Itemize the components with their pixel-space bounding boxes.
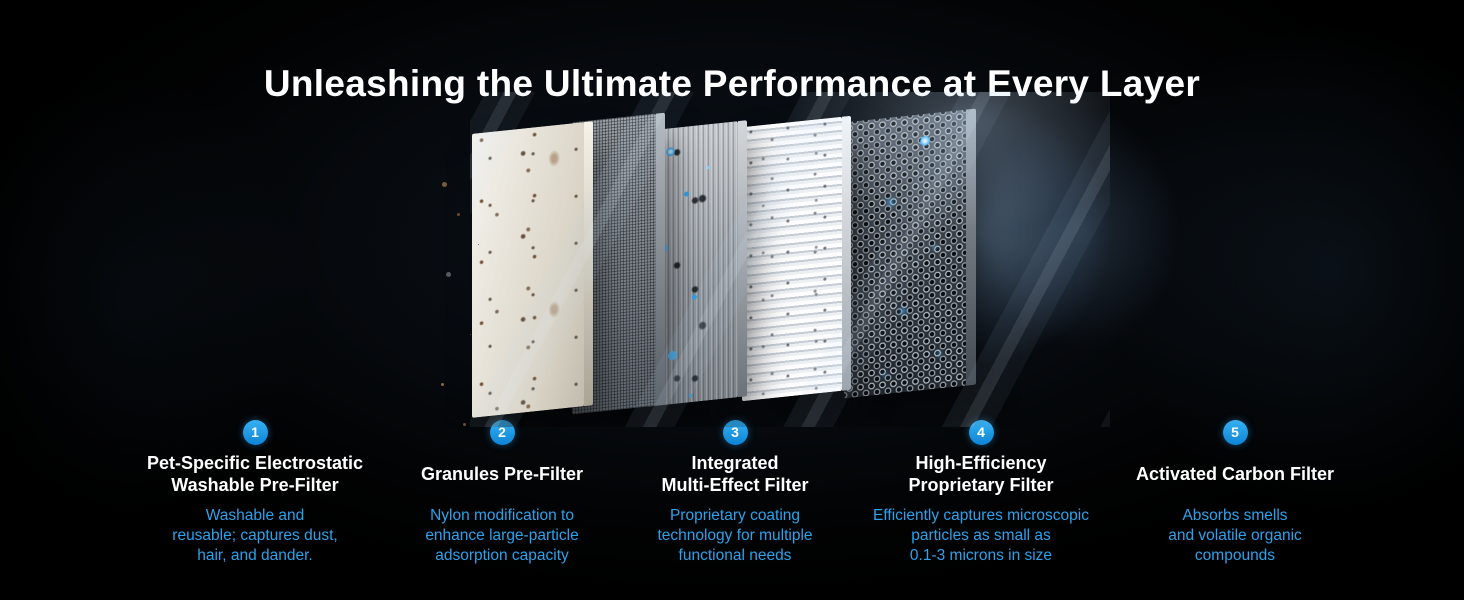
washable-pre-filter-panel <box>472 122 584 418</box>
layer-title: Activated Carbon Filter <box>1135 464 1335 485</box>
layer-number-badge: 1 <box>242 420 268 445</box>
layer-title: High-Efficiency Proprietary Filter <box>908 453 1054 495</box>
layer-description: Nylon modification to enhance large-part… <box>425 507 579 565</box>
layer-caption-2: 2 Granules Pre-Filter Nylon modification… <box>372 420 632 566</box>
layer-number-badge: 4 <box>968 420 994 445</box>
layer-description: Proprietary coating technology for multi… <box>657 507 813 565</box>
filter-stack-graphic <box>430 92 1130 427</box>
page-title: Unleashing the Ultimate Performance at E… <box>263 63 1201 104</box>
layer-title: Integrated Multi-Effect Filter <box>661 453 809 495</box>
layer-description: Washable and reusable; captures dust, ha… <box>172 507 338 565</box>
ambient-glow <box>955 80 1205 380</box>
layer-caption-4: 4 High-Efficiency Proprietary Filter Eff… <box>825 420 1137 566</box>
layer-title: Granules Pre-Filter <box>420 464 584 485</box>
layer-description: Efficiently captures microscopic particl… <box>873 507 1089 565</box>
layer-description: Absorbs smells and volatile organic comp… <box>1168 507 1302 565</box>
layer-captions: 1 Pet-Specific Electrostatic Washable Pr… <box>0 420 1464 600</box>
proprietary-filter-panel <box>742 116 842 402</box>
layer-title: Pet-Specific Electrostatic Washable Pre-… <box>146 453 364 495</box>
layer-caption-1: 1 Pet-Specific Electrostatic Washable Pr… <box>95 420 415 566</box>
layer-caption-3: 3 Integrated Multi-Effect Filter Proprie… <box>607 420 863 566</box>
activated-carbon-filter-panel <box>844 109 966 399</box>
layer-number-badge: 5 <box>1222 420 1248 445</box>
layer-number-badge: 2 <box>489 420 515 445</box>
layer-caption-5: 5 Activated Carbon Filter Absorbs smells… <box>1088 420 1382 566</box>
layer-number-badge: 3 <box>722 420 748 445</box>
dust-particles <box>442 182 447 187</box>
